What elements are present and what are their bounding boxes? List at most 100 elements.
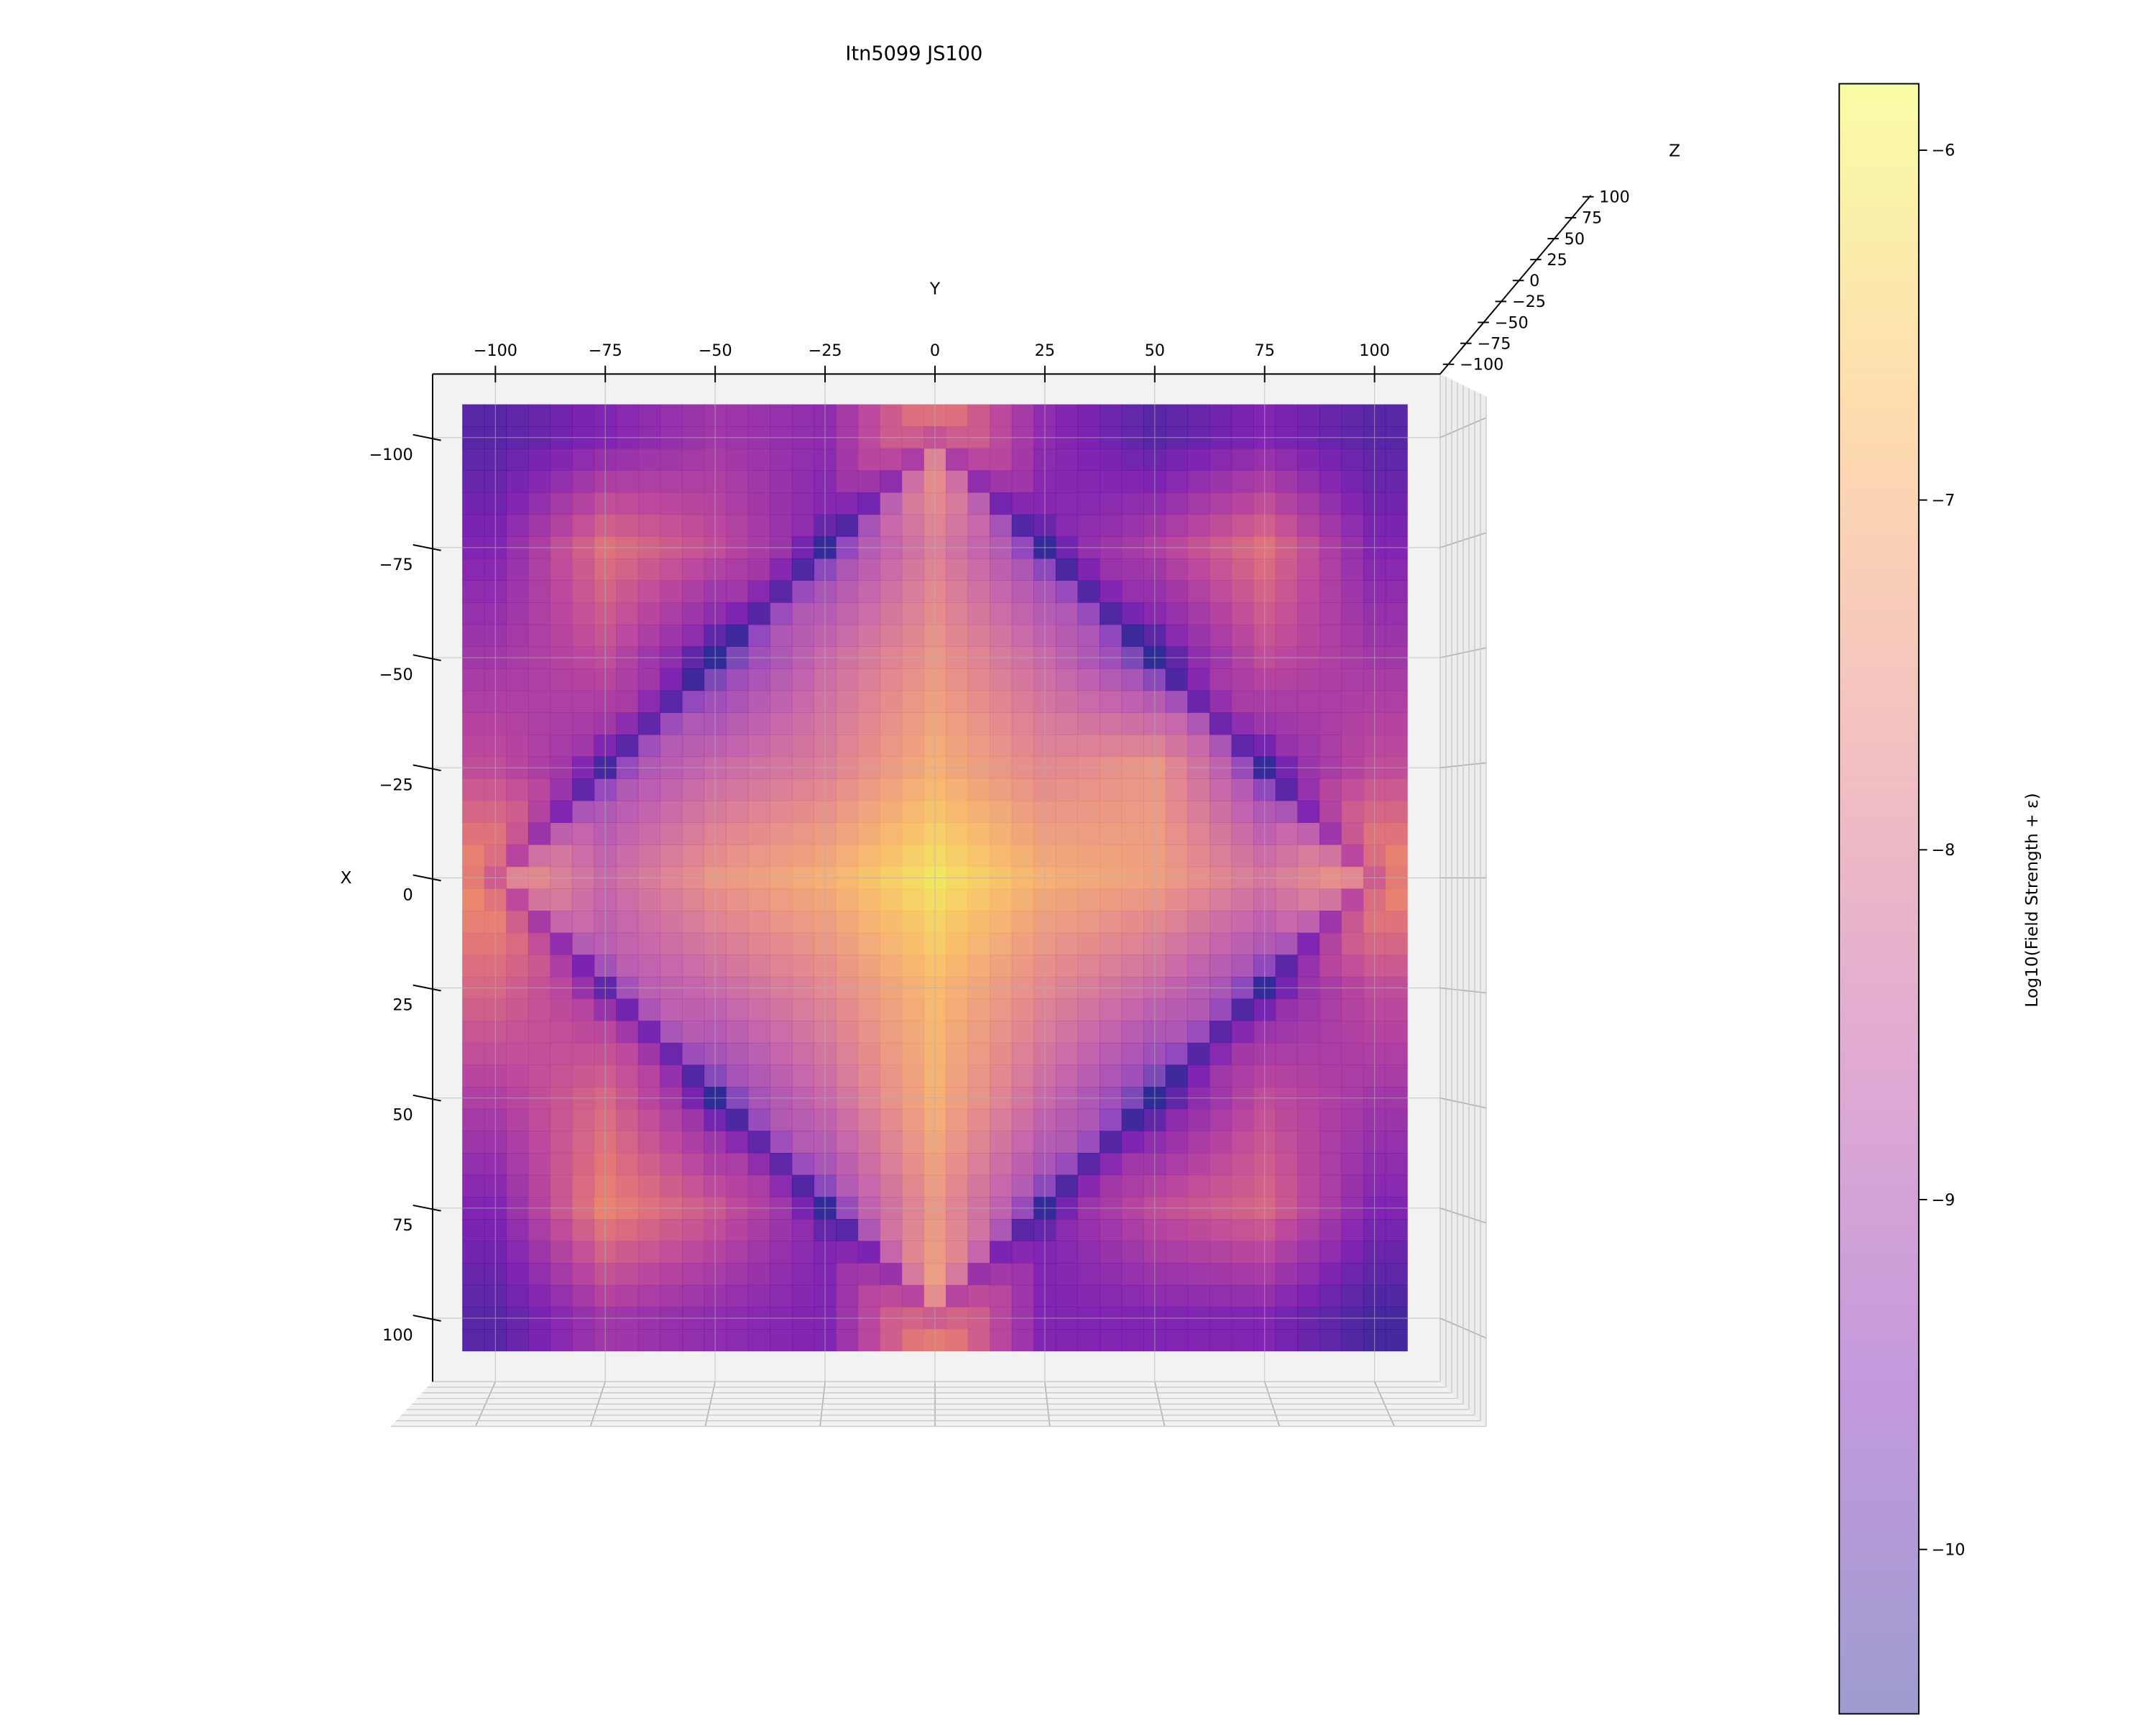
- scatter-point: [857, 1329, 880, 1352]
- scatter-point: [990, 448, 1013, 471]
- scatter-point: [1100, 558, 1123, 581]
- scatter-point: [1297, 668, 1320, 691]
- scatter-point: [1231, 470, 1254, 493]
- scatter-point: [946, 580, 969, 603]
- scatter-point: [880, 1153, 903, 1176]
- scatter-point: [506, 998, 529, 1021]
- scatter-point: [1011, 514, 1034, 537]
- scatter-point: [572, 1218, 595, 1241]
- scatter-point: [1077, 470, 1100, 493]
- scatter-point: [1210, 998, 1233, 1021]
- scatter-point: [572, 448, 595, 471]
- scatter-point: [1100, 1329, 1123, 1352]
- scatter-point: [747, 558, 770, 581]
- scatter-point: [791, 470, 815, 493]
- scatter-point: [1165, 448, 1188, 471]
- scatter-point: [880, 558, 903, 581]
- scatter-point: [791, 712, 815, 735]
- scatter-point: [506, 558, 529, 581]
- scatter-point: [1121, 712, 1144, 735]
- scatter-point: [682, 1042, 705, 1065]
- scatter-point: [1055, 1241, 1078, 1264]
- scatter-point: [660, 624, 683, 647]
- scatter-point: [747, 888, 770, 911]
- scatter-point: [770, 690, 793, 713]
- x-axis-ticks: −100 −75 −50 −25 0 25 50 75 100: [369, 433, 441, 1345]
- scatter-point: [901, 602, 924, 625]
- scatter-point: [1187, 1218, 1210, 1241]
- colorbar-tick-label: −10: [1931, 1540, 1965, 1559]
- scatter-point: [791, 558, 815, 581]
- scatter-point: [682, 404, 705, 427]
- scatter-point: [1231, 1153, 1254, 1176]
- scatter-point: [946, 932, 969, 955]
- scatter-point: [572, 514, 595, 537]
- scatter-point: [1011, 822, 1034, 845]
- scatter-point: [682, 668, 705, 691]
- scatter-point: [726, 1241, 749, 1264]
- scatter-point: [462, 668, 485, 691]
- scatter-point: [836, 778, 859, 801]
- scatter-point: [1055, 932, 1078, 955]
- scatter-point: [967, 492, 990, 515]
- scatter-point: [682, 800, 705, 823]
- scatter-point: [1385, 448, 1408, 471]
- scatter-point: [462, 1153, 485, 1176]
- scatter-point: [1319, 1241, 1342, 1264]
- scatter-point: [791, 822, 815, 845]
- scatter-point: [462, 514, 485, 537]
- scatter-point: [747, 1329, 770, 1352]
- scatter-point: [726, 1329, 749, 1352]
- scatter-point: [462, 404, 485, 427]
- scatter-point: [901, 492, 924, 515]
- scatter-point: [1385, 1064, 1408, 1087]
- scatter-point: [1210, 911, 1233, 934]
- x-tick: [413, 1204, 441, 1212]
- colorbar-ticks: −6 −7 −8 −9 −10: [1918, 142, 1966, 1559]
- scatter-point: [747, 998, 770, 1021]
- scatter-point: [990, 712, 1013, 735]
- scatter-point: [1121, 800, 1144, 823]
- scatter-point: [550, 1153, 573, 1176]
- scatter-point: [462, 690, 485, 713]
- scatter-point: [770, 668, 793, 691]
- scatter-point: [836, 735, 859, 758]
- scatter-point: [506, 1218, 529, 1241]
- scatter-point: [857, 1218, 880, 1241]
- scatter-point: [770, 1241, 793, 1264]
- scatter-point: [1187, 1108, 1210, 1131]
- scatter-point: [1275, 404, 1298, 427]
- scatter-point: [462, 845, 485, 868]
- scatter-point: [1275, 1108, 1298, 1131]
- scatter-point: [637, 1218, 660, 1241]
- scatter-point: [747, 800, 770, 823]
- scatter-point: [836, 1131, 859, 1154]
- scatter-point: [901, 1329, 924, 1352]
- scatter-point: [726, 1174, 749, 1197]
- scatter-point: [1231, 448, 1254, 471]
- scatter-point: [528, 888, 551, 911]
- scatter-point: [747, 735, 770, 758]
- scatter-point: [1187, 1153, 1210, 1176]
- scatter-point: [1319, 580, 1342, 603]
- scatter-point: [1275, 1131, 1298, 1154]
- scatter-point: [660, 800, 683, 823]
- scatter-point: [946, 778, 969, 801]
- scatter-point: [462, 1021, 485, 1044]
- scatter-point: [1011, 778, 1034, 801]
- scatter-point: [967, 735, 990, 758]
- z-axis-line: [1439, 195, 1592, 375]
- scatter-point: [967, 1263, 990, 1286]
- scatter-point: [1055, 735, 1078, 758]
- scatter-point: [946, 1064, 969, 1087]
- scatter-point: [1210, 558, 1233, 581]
- scatter-point: [550, 932, 573, 955]
- scatter-point: [1210, 470, 1233, 493]
- scatter-point: [791, 735, 815, 758]
- scatter-point: [528, 1241, 551, 1264]
- scatter-point: [946, 514, 969, 537]
- scatter-point: [1100, 1108, 1123, 1131]
- scatter-point: [572, 1284, 595, 1307]
- colorbar-label: Log10(Field Strength + ε): [2022, 793, 2042, 1007]
- scatter-point: [836, 1263, 859, 1286]
